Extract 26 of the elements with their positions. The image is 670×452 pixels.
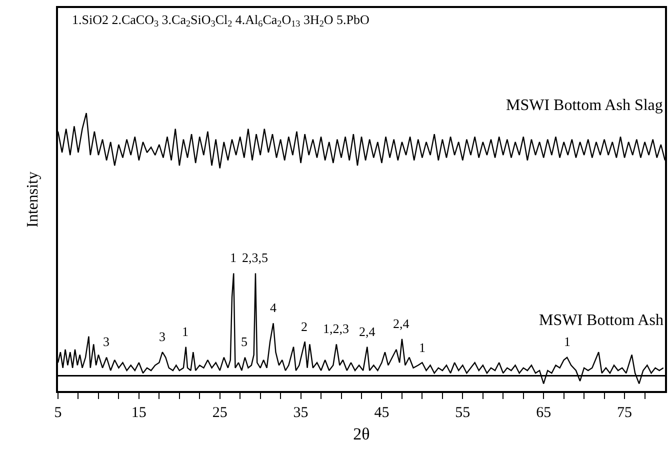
series-label: MSWI Bottom Ash Slag <box>506 97 663 114</box>
x-tick-label: 35 <box>293 404 308 421</box>
annotation: 2,4 <box>359 324 376 339</box>
y-axis-title: Intensity <box>24 172 42 228</box>
x-tick-label: 45 <box>374 404 390 421</box>
annotation: 2 <box>301 319 308 334</box>
annotation: 1,2,3 <box>323 321 349 336</box>
series-label: MSWI Bottom Ash <box>539 312 664 329</box>
x-tick-label: 55 <box>455 404 470 421</box>
annotation: 1 <box>182 324 188 339</box>
annotation: 1 <box>230 250 236 265</box>
text: 1.SiO2 2.CaCO$_{3}$ 3.Ca$_{2}$SiO$_{3}$Cl$_{2}$ 4.Al$_{6}$Ca$_{2}$O$_{13}$ 3H$_{2}$O 5.PbO <box>72 12 370 29</box>
x-tick-label: 5 <box>54 404 62 421</box>
x-tick-label: 25 <box>212 404 228 421</box>
x-axis-title: 2θ <box>353 424 370 444</box>
x-tick-label: 65 <box>536 404 552 421</box>
annotation: 1 <box>564 334 570 349</box>
annotation: 5 <box>241 334 248 349</box>
x-tick-label: 75 <box>617 404 632 421</box>
annotation: 2,4 <box>393 316 410 331</box>
annotation: 1 <box>419 340 426 355</box>
annotation: 3 <box>103 334 110 349</box>
annotation: 2,3,5 <box>242 250 268 265</box>
annotation: 3 <box>159 329 166 344</box>
x-tick-label: 15 <box>131 404 146 421</box>
annotation: 4 <box>270 300 277 315</box>
